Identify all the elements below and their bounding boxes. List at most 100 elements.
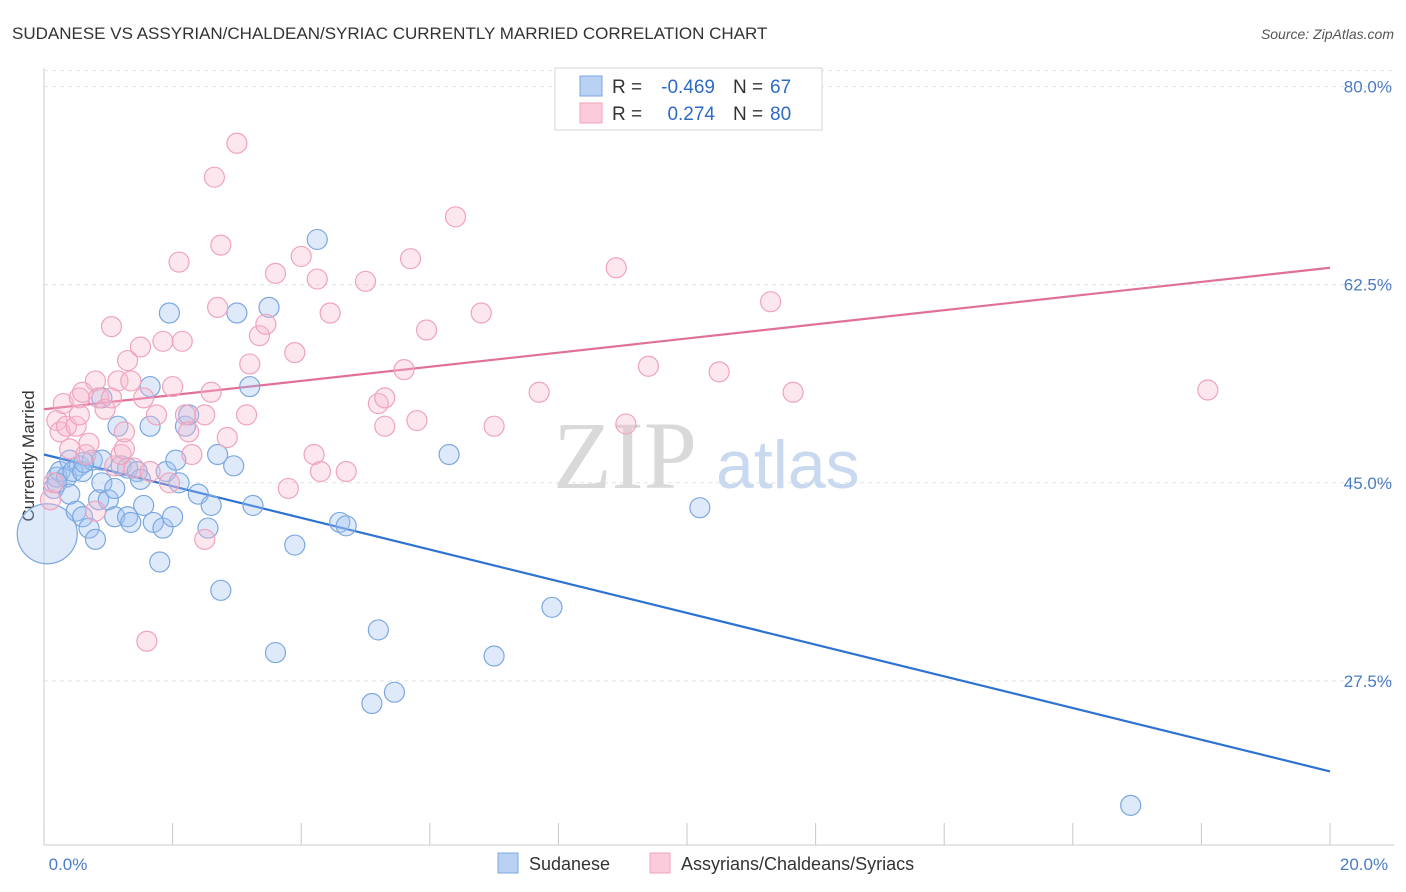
- assyrian-point: [235, 404, 258, 426]
- sudanese-trend-line: [43, 453, 1331, 773]
- y-tick-label-0: 80.0%: [1344, 78, 1392, 97]
- assyrian-point: [406, 409, 428, 432]
- watermark-zip: ZIP: [553, 402, 697, 509]
- assyrian-point: [277, 477, 299, 500]
- watermark-atlas: atlas: [716, 427, 860, 503]
- sudanese-point: [158, 302, 180, 324]
- assyrian-point: [483, 415, 505, 437]
- assyrian-point: [43, 472, 65, 494]
- assyrian-point: [94, 398, 116, 420]
- trend-lines: [43, 266, 1331, 773]
- sudanese-point: [223, 455, 245, 477]
- assyrian-point: [113, 438, 135, 460]
- assyrian-point: [113, 421, 135, 443]
- assyrian-point: [203, 166, 225, 188]
- assyrian-point: [319, 302, 341, 324]
- sudanese-point: [329, 511, 351, 534]
- assyrian-point: [226, 132, 248, 154]
- assyrian-point: [168, 251, 190, 273]
- series-legend: Sudanese Assyrians/Chaldeans/Syriacs: [497, 852, 914, 874]
- assyrian-point: [200, 381, 222, 403]
- sudanese-point: [483, 645, 505, 667]
- y-tick-label-2: 45.0%: [1344, 474, 1392, 493]
- sudanese-point: [133, 494, 155, 517]
- sudanese-point: [361, 692, 383, 715]
- sudanese-point: [104, 506, 126, 528]
- assyrian-point: [782, 381, 804, 403]
- assyrian-point: [194, 404, 216, 426]
- assyrian-point: [145, 404, 168, 426]
- sudanese-point: [91, 449, 113, 471]
- assyrian-point: [393, 359, 415, 381]
- assyrian-point: [415, 319, 438, 341]
- y-tick-labels: 80.0% 62.5% 45.0% 27.5%: [1344, 78, 1392, 691]
- assyrian-point: [152, 330, 174, 352]
- sudanese-n-value: 67: [770, 77, 791, 98]
- assyrian-point: [178, 421, 200, 443]
- sudanese-r-label: R =: [612, 77, 642, 98]
- sudanese-n-label: N =: [733, 77, 763, 98]
- sudanese-point: [242, 494, 264, 517]
- assyrian-point: [605, 257, 627, 279]
- sudanese-point: [59, 483, 81, 505]
- sudanese-point: [284, 534, 306, 556]
- assyrian-point: [615, 413, 637, 435]
- assyrian-point: [78, 432, 100, 454]
- sudanese-point: [306, 228, 328, 251]
- legend-swatch-assyrian: [649, 852, 671, 874]
- sudanese-point: [107, 415, 129, 437]
- sudanese-point: [84, 528, 107, 550]
- sudanese-point: [165, 449, 187, 471]
- assyrian-point: [68, 404, 90, 426]
- assyrian-point: [255, 313, 277, 335]
- assyrian-point: [39, 489, 62, 511]
- assyrian-n-value: 80: [770, 104, 791, 125]
- sudanese-point: [71, 506, 94, 528]
- watermark: ZIP atlas: [553, 402, 860, 509]
- assyrian-point: [88, 387, 110, 409]
- sudanese-point: [383, 681, 406, 703]
- sudanese-point: [104, 477, 126, 500]
- assyrian-point: [306, 268, 328, 290]
- x-tick-label-min: 0.0%: [49, 855, 88, 874]
- assyrian-point: [133, 387, 155, 409]
- legend-swatch-sudanese: [497, 852, 519, 874]
- sudanese-point: [139, 375, 161, 398]
- assyrian-point: [120, 370, 142, 392]
- assyrian-point: [174, 404, 197, 426]
- assyrian-point: [470, 302, 492, 324]
- assyrian-point: [367, 392, 389, 415]
- assyrian-point: [139, 460, 161, 483]
- y-axis-title: Currently Married: [19, 390, 38, 521]
- assyrian-point: [759, 291, 782, 313]
- sudanese-point: [139, 415, 161, 437]
- legend-label-sudanese: Sudanese: [529, 854, 610, 874]
- sudanese-point: [239, 375, 261, 398]
- sudanese-point: [258, 296, 280, 318]
- sudanese-point: [116, 506, 139, 528]
- assyrian-point: [335, 460, 357, 483]
- assyrian-point: [207, 296, 229, 318]
- sudanese-point: [210, 579, 232, 601]
- assyrian-point: [637, 355, 660, 377]
- sudanese-legend-swatch: [579, 75, 603, 97]
- sudanese-point: [207, 443, 229, 466]
- assyrian-n-label: N =: [733, 104, 763, 125]
- assyrian-point: [1197, 379, 1219, 401]
- sudanese-point: [162, 506, 184, 528]
- assyrian-r-value: 0.274: [667, 104, 715, 125]
- sudanese-point: [367, 619, 389, 641]
- assyrian-point: [171, 330, 193, 352]
- stats-legend: R = -0.469 N = 67 R = 0.274 N = 80: [554, 67, 823, 131]
- sudanese-point: [264, 641, 287, 664]
- assyrian-point: [158, 472, 180, 494]
- assyrian-point: [194, 528, 216, 550]
- assyrian-point: [248, 325, 271, 347]
- sudanese-point: [335, 515, 357, 537]
- sudanese-point: [689, 497, 711, 519]
- assyrian-point: [290, 245, 312, 268]
- assyrian-point: [239, 353, 261, 375]
- axes: [43, 68, 1394, 846]
- assyrian-point: [284, 342, 306, 364]
